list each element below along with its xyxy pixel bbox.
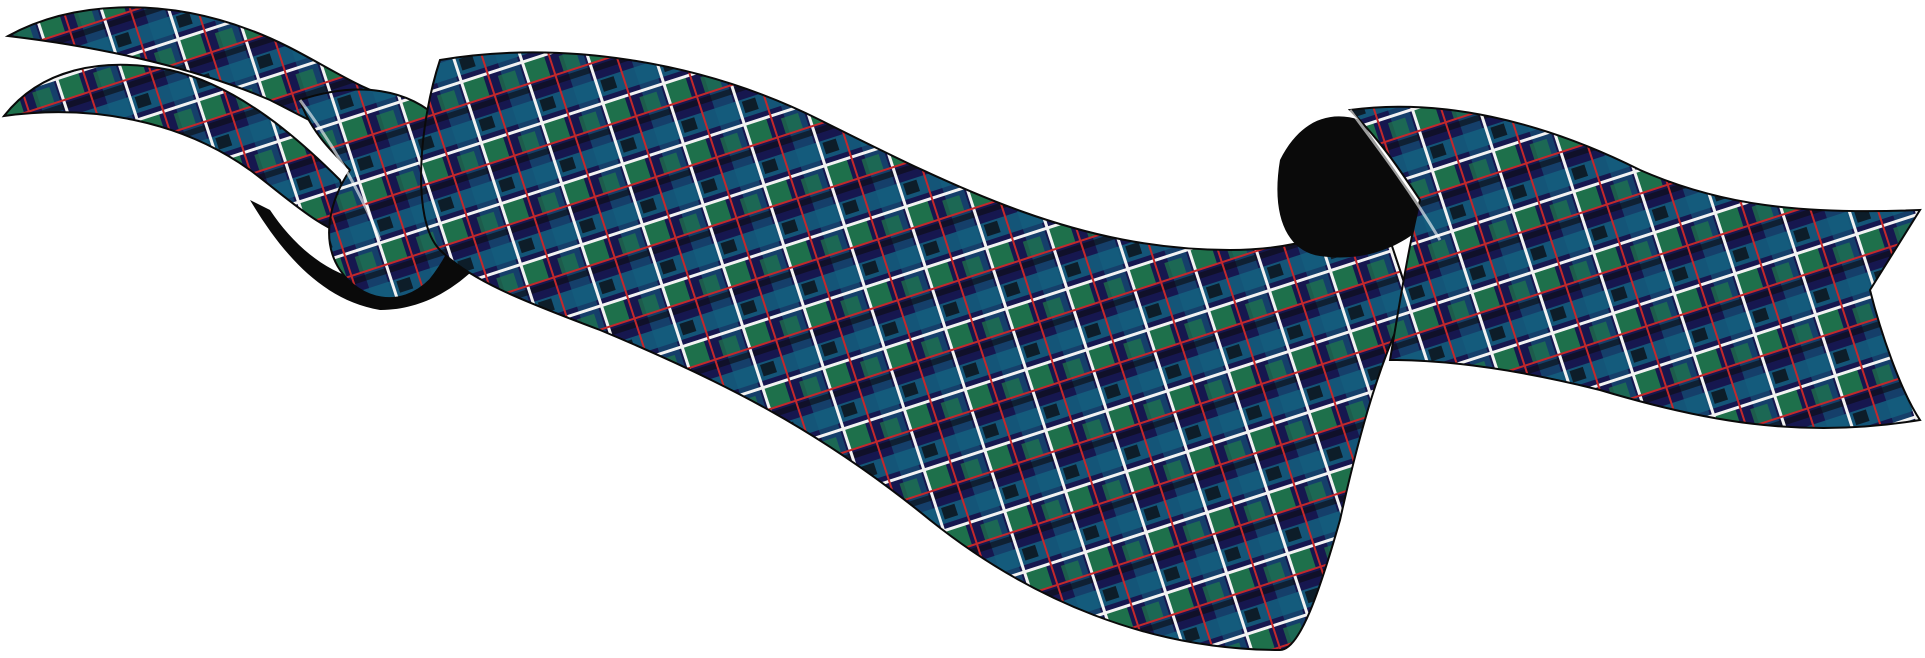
- ribbon-left-fold-shadow: [250, 200, 500, 310]
- ribbon-right-section: [1347, 105, 1922, 430]
- ribbon-main-body: [420, 51, 1412, 652]
- ribbon-right-fold-shadow: [1277, 116, 1430, 258]
- ribbon-fold-highlight-right: [1348, 109, 1442, 241]
- ribbon-fold-highlight-left: [298, 99, 382, 241]
